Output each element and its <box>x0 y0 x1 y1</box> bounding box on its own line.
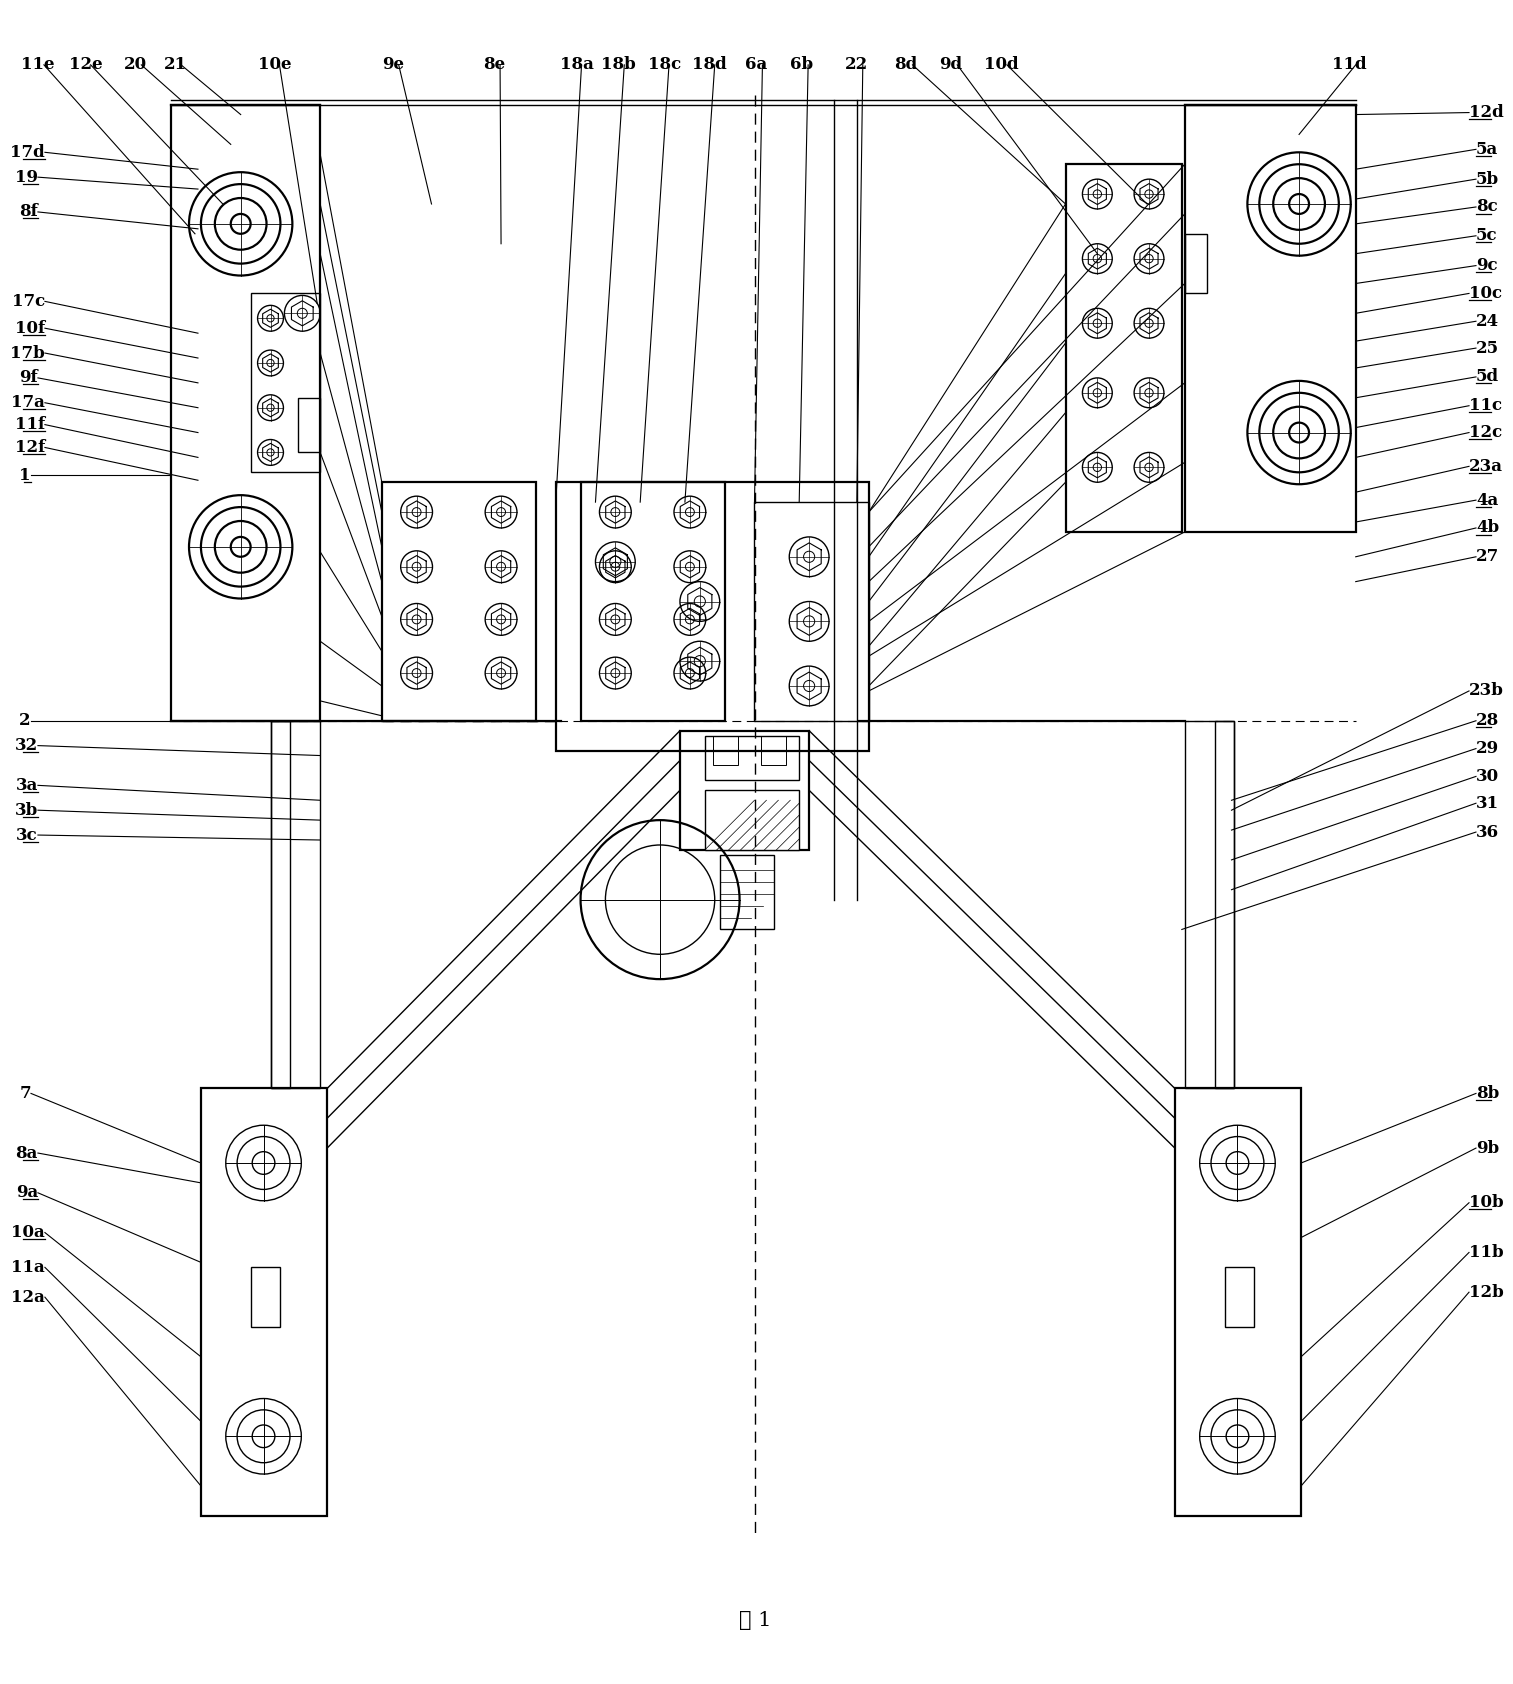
Text: 10b: 10b <box>1469 1194 1504 1211</box>
Text: 6a: 6a <box>744 56 767 74</box>
Text: 1: 1 <box>20 466 30 483</box>
Text: 9c: 9c <box>1477 258 1498 274</box>
Text: 32: 32 <box>15 738 38 754</box>
Bar <box>271 721 321 1088</box>
Text: 8d: 8d <box>894 56 917 74</box>
Bar <box>1185 234 1207 293</box>
Text: 3c: 3c <box>17 827 38 844</box>
Bar <box>720 855 775 930</box>
Text: 8c: 8c <box>1477 199 1498 216</box>
Text: 25: 25 <box>1477 340 1499 357</box>
Text: 8e: 8e <box>483 56 505 74</box>
Text: 3b: 3b <box>15 802 38 818</box>
Bar <box>679 731 809 850</box>
Text: 22: 22 <box>844 56 868 74</box>
Text: 28: 28 <box>1477 712 1499 729</box>
Text: 21: 21 <box>163 56 188 74</box>
Bar <box>555 482 868 751</box>
Text: 12e: 12e <box>70 56 103 74</box>
Text: 23b: 23b <box>1469 682 1504 699</box>
Text: 17d: 17d <box>11 143 45 160</box>
Bar <box>298 397 321 453</box>
Bar <box>251 293 321 472</box>
Text: 10d: 10d <box>983 56 1018 74</box>
Text: 4b: 4b <box>1477 519 1499 537</box>
Text: 12a: 12a <box>11 1288 45 1305</box>
Text: 9f: 9f <box>20 369 38 386</box>
Text: 9d: 9d <box>940 56 962 74</box>
Text: 11f: 11f <box>15 416 45 433</box>
Text: 19: 19 <box>15 168 38 185</box>
Text: 4a: 4a <box>1477 492 1498 509</box>
Text: 18d: 18d <box>691 56 726 74</box>
Text: 9e: 9e <box>381 56 404 74</box>
Text: 17a: 17a <box>11 394 45 411</box>
Text: 图 1: 图 1 <box>740 1610 772 1630</box>
Text: 12d: 12d <box>1469 104 1504 121</box>
Text: 5d: 5d <box>1477 369 1499 386</box>
Text: 10f: 10f <box>15 320 45 337</box>
Text: 11e: 11e <box>21 56 54 74</box>
Bar <box>171 104 321 721</box>
Bar <box>705 736 799 780</box>
Text: 8b: 8b <box>1477 1084 1499 1101</box>
Text: 18a: 18a <box>560 56 593 74</box>
Text: 18b: 18b <box>602 56 637 74</box>
Text: 20: 20 <box>124 56 147 74</box>
Text: 12c: 12c <box>1469 424 1502 441</box>
Text: 23a: 23a <box>1469 458 1502 475</box>
Text: 11d: 11d <box>1331 56 1366 74</box>
Text: 29: 29 <box>1477 739 1499 758</box>
Text: 9b: 9b <box>1477 1140 1499 1157</box>
Text: 5c: 5c <box>1477 227 1498 244</box>
Text: 6b: 6b <box>790 56 812 74</box>
Text: 12f: 12f <box>15 440 45 456</box>
Bar <box>761 736 787 766</box>
Text: 7: 7 <box>20 1084 30 1101</box>
Text: 2: 2 <box>20 712 30 729</box>
Text: 10e: 10e <box>257 56 292 74</box>
Text: 36: 36 <box>1477 823 1499 840</box>
Text: 8f: 8f <box>20 204 38 221</box>
Bar <box>1185 721 1235 1088</box>
Bar <box>1185 104 1356 532</box>
Bar <box>1065 165 1182 532</box>
Bar <box>271 721 290 1088</box>
Text: 5b: 5b <box>1477 170 1499 187</box>
Text: 11c: 11c <box>1469 397 1502 414</box>
Bar <box>581 482 725 721</box>
Text: 30: 30 <box>1477 768 1499 785</box>
Text: 11b: 11b <box>1469 1244 1504 1261</box>
Text: 31: 31 <box>1477 795 1499 812</box>
Text: 24: 24 <box>1477 313 1499 330</box>
Text: 17c: 17c <box>12 293 45 310</box>
Text: 3a: 3a <box>15 776 38 793</box>
Text: 17b: 17b <box>11 345 45 362</box>
Bar <box>381 482 536 721</box>
Bar <box>755 502 868 721</box>
Bar <box>1176 1088 1301 1516</box>
Text: 9a: 9a <box>15 1184 38 1201</box>
Bar <box>251 1268 280 1327</box>
Bar <box>201 1088 327 1516</box>
Text: 18c: 18c <box>648 56 681 74</box>
Bar <box>1224 1268 1254 1327</box>
Text: 8a: 8a <box>15 1145 38 1162</box>
Text: 10a: 10a <box>11 1224 45 1241</box>
Text: 12b: 12b <box>1469 1283 1504 1300</box>
Text: 10c: 10c <box>1469 285 1502 301</box>
Text: 5a: 5a <box>1477 141 1498 158</box>
Text: 11a: 11a <box>11 1260 45 1276</box>
Text: 27: 27 <box>1477 549 1499 566</box>
Bar <box>713 736 737 766</box>
Bar <box>1215 721 1235 1088</box>
Bar <box>705 790 799 850</box>
